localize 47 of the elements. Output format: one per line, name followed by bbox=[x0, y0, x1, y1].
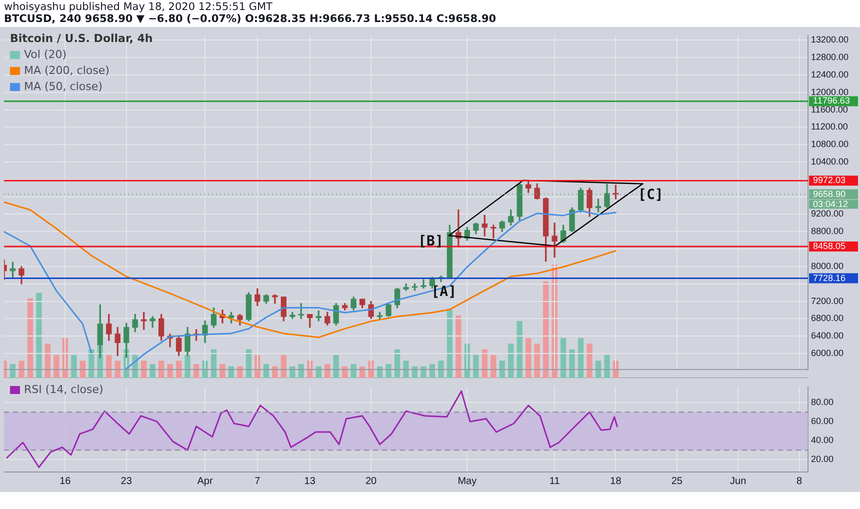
y-tick-label: 12800.00 bbox=[811, 52, 849, 62]
annotation: [B] bbox=[418, 234, 444, 250]
y-tick-label: 8000.00 bbox=[811, 260, 844, 271]
legend-label: RSI (14, close) bbox=[24, 382, 104, 398]
annotation: [A] bbox=[431, 284, 457, 300]
x-tick-label: 13 bbox=[304, 476, 316, 487]
legend-label: MA (200, close) bbox=[24, 63, 110, 79]
ref-line-label: 11796.63 bbox=[813, 96, 850, 106]
y-tick-label: 9200.00 bbox=[811, 208, 844, 219]
y-tick-label: 12000.00 bbox=[811, 86, 849, 97]
x-tick-label: Apr bbox=[197, 476, 214, 487]
x-tick-label: 11 bbox=[549, 476, 560, 487]
ref-line-label: 7728.16 bbox=[813, 272, 846, 283]
ref-line-label: 9658.90 bbox=[813, 188, 846, 199]
y-tick-label: 6400.00 bbox=[811, 330, 844, 341]
y-tick-label: 7200.00 bbox=[811, 296, 844, 306]
text: BTCUSD, 240 9658.90 ▼ −6.80 (−0.07%) O:9628.35 H:9666.73 L:9550.14 C:9658.90 bbox=[4, 13, 496, 25]
x-tick-label: 8 bbox=[796, 476, 802, 487]
x-tick-label: Jun bbox=[730, 476, 746, 487]
chart-title: Bitcoin / U.S. Dollar, 4h bbox=[10, 31, 153, 47]
x-tick-label: 16 bbox=[60, 476, 72, 487]
y-tick-label: 10400.00 bbox=[811, 156, 849, 167]
x-tick-label: 25 bbox=[671, 476, 683, 487]
ref-line-label: 9972.03 bbox=[813, 175, 846, 186]
annotation: [C] bbox=[638, 187, 664, 204]
y-tick-label: 20.00 bbox=[811, 454, 834, 464]
text: whoisyashu published May 18, 2020 12:55:51 GMT bbox=[4, 1, 274, 13]
y-tick-label: 10800.00 bbox=[811, 139, 849, 150]
y-tick-label: 6800.00 bbox=[811, 313, 844, 324]
x-tick-label: 7 bbox=[254, 476, 261, 487]
y-tick-label: 8800.00 bbox=[811, 226, 844, 236]
x-tick-label: 18 bbox=[610, 476, 622, 487]
y-tick-label: 60.00 bbox=[811, 416, 834, 426]
legend-label: MA (50, close) bbox=[24, 79, 102, 95]
y-tick-label: 11600.00 bbox=[811, 104, 848, 114]
y-tick-label: 12400.00 bbox=[811, 69, 849, 80]
ref-line-label: 8458.05 bbox=[813, 241, 846, 252]
x-tick-label: 20 bbox=[365, 476, 378, 487]
text: 03:04:12 bbox=[813, 198, 848, 209]
y-tick-label: 80.00 bbox=[811, 397, 834, 408]
y-tick-label: 40.00 bbox=[811, 435, 834, 446]
y-tick-label: 13200.00 bbox=[811, 34, 849, 45]
y-tick-label: 11200.00 bbox=[811, 122, 848, 132]
x-tick-label: 23 bbox=[120, 476, 132, 487]
y-tick-label: 6000.00 bbox=[811, 348, 844, 358]
x-tick-label: May bbox=[458, 476, 477, 487]
legend-label: Vol (20) bbox=[24, 47, 67, 63]
